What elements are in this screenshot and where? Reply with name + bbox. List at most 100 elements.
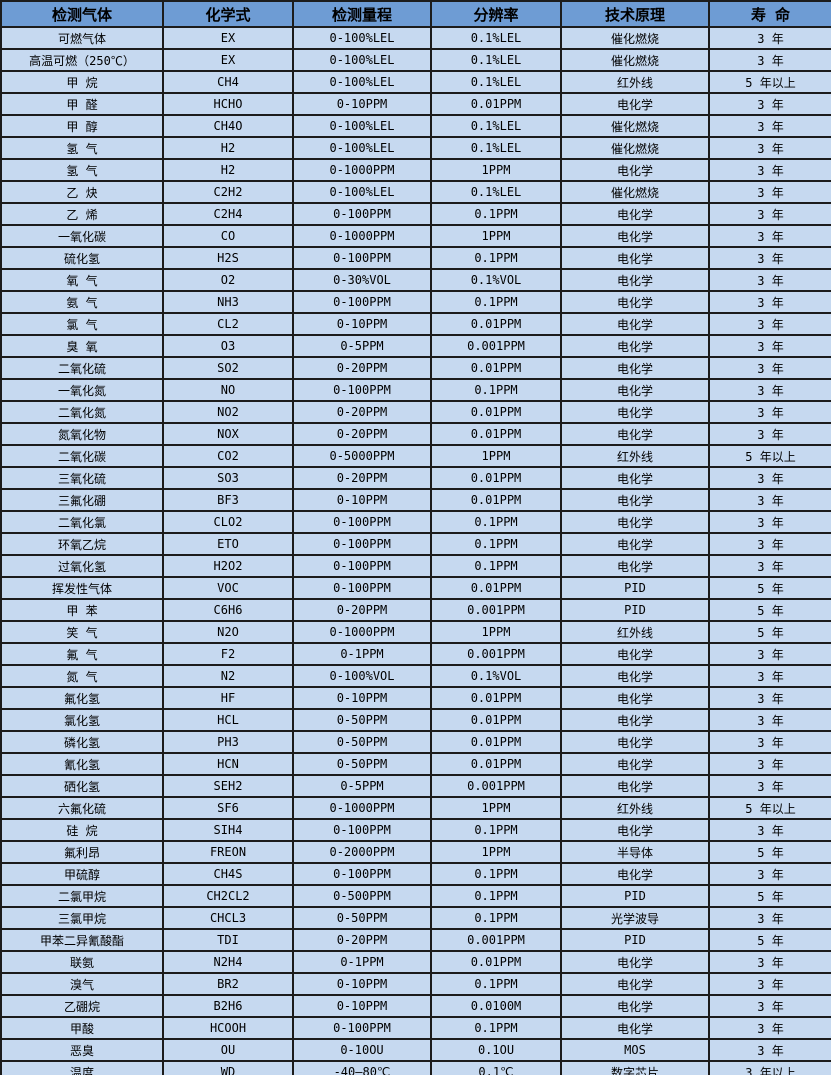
table-row: 三氯甲烷 CHCL3 0-50PPM 0.1PPM 光学波导 3 年: [0, 906, 831, 930]
cell-principle: 催化燃烧: [560, 180, 710, 204]
table-row: 乙硼烷 B2H6 0-10PPM 0.0100M 电化学 3 年: [0, 994, 831, 1018]
cell-principle: 电化学: [560, 774, 710, 798]
cell-principle: 数字芯片: [560, 1060, 710, 1075]
cell-gas: 氢 气: [0, 136, 164, 160]
cell-principle: 电化学: [560, 466, 710, 490]
cell-principle: 电化学: [560, 686, 710, 710]
cell-lifespan: 5 年: [708, 598, 831, 622]
cell-resolution: 1PPM: [430, 224, 562, 248]
cell-resolution: 0.1OU: [430, 1038, 562, 1062]
cell-formula: H2S: [162, 246, 294, 270]
cell-range: 0-50PPM: [292, 906, 432, 930]
cell-resolution: 0.1PPM: [430, 1016, 562, 1040]
cell-principle: 电化学: [560, 994, 710, 1018]
cell-formula: O2: [162, 268, 294, 292]
cell-lifespan: 3 年: [708, 686, 831, 710]
cell-range: 0-10PPM: [292, 994, 432, 1018]
cell-lifespan: 3 年: [708, 1038, 831, 1062]
cell-resolution: 0.01PPM: [430, 422, 562, 446]
table-row: 氰化氢 HCN 0-50PPM 0.01PPM 电化学 3 年: [0, 752, 831, 776]
cell-resolution: 0.1%LEL: [430, 114, 562, 138]
cell-resolution: 0.01PPM: [430, 466, 562, 490]
table-row: 甲硫醇 CH4S 0-100PPM 0.1PPM 电化学 3 年: [0, 862, 831, 886]
cell-resolution: 0.1%VOL: [430, 268, 562, 292]
cell-lifespan: 5 年以上: [708, 796, 831, 820]
cell-formula: NOX: [162, 422, 294, 446]
cell-lifespan: 3 年: [708, 224, 831, 248]
cell-resolution: 0.1PPM: [430, 972, 562, 996]
cell-gas: 三氟化硼: [0, 488, 164, 512]
cell-resolution: 0.1%LEL: [430, 136, 562, 160]
cell-gas: 氧 气: [0, 268, 164, 292]
table-row: 氧 气 O2 0-30%VOL 0.1%VOL 电化学 3 年: [0, 268, 831, 292]
cell-formula: PH3: [162, 730, 294, 754]
cell-range: 0-10PPM: [292, 312, 432, 336]
cell-principle: PID: [560, 928, 710, 952]
table-row: 氮氧化物 NOX 0-20PPM 0.01PPM 电化学 3 年: [0, 422, 831, 446]
cell-range: 0-100PPM: [292, 818, 432, 842]
cell-resolution: 1PPM: [430, 620, 562, 644]
cell-gas: 二氯甲烷: [0, 884, 164, 908]
cell-formula: BF3: [162, 488, 294, 512]
cell-principle: 催化燃烧: [560, 48, 710, 72]
cell-formula: SF6: [162, 796, 294, 820]
cell-resolution: 0.01PPM: [430, 950, 562, 974]
cell-lifespan: 3 年: [708, 334, 831, 358]
cell-lifespan: 5 年: [708, 620, 831, 644]
table-row: 氟化氢 HF 0-10PPM 0.01PPM 电化学 3 年: [0, 686, 831, 710]
cell-gas: 硅 烷: [0, 818, 164, 842]
table-row: 乙 炔 C2H2 0-100%LEL 0.1%LEL 催化燃烧 3 年: [0, 180, 831, 204]
table-row: 恶臭 OU 0-10OU 0.1OU MOS 3 年: [0, 1038, 831, 1062]
cell-formula: HF: [162, 686, 294, 710]
cell-range: 0-100PPM: [292, 1016, 432, 1040]
cell-range: 0-500PPM: [292, 884, 432, 908]
cell-lifespan: 3 年: [708, 862, 831, 886]
cell-range: 0-10PPM: [292, 972, 432, 996]
cell-formula: NO: [162, 378, 294, 402]
table-row: 二氧化氯 CLO2 0-100PPM 0.1PPM 电化学 3 年: [0, 510, 831, 534]
cell-range: 0-50PPM: [292, 730, 432, 754]
table-row: 硅 烷 SIH4 0-100PPM 0.1PPM 电化学 3 年: [0, 818, 831, 842]
cell-range: 0-100%LEL: [292, 180, 432, 204]
table-row: 二氧化氮 NO2 0-20PPM 0.01PPM 电化学 3 年: [0, 400, 831, 424]
cell-principle: 光学波导: [560, 906, 710, 930]
cell-gas: 甲 烷: [0, 70, 164, 94]
cell-resolution: 0.01PPM: [430, 400, 562, 424]
cell-range: 0-10OU: [292, 1038, 432, 1062]
cell-resolution: 0.001PPM: [430, 642, 562, 666]
cell-gas: 乙 烯: [0, 202, 164, 226]
cell-range: -40—80℃: [292, 1060, 432, 1075]
table-row: 一氧化氮 NO 0-100PPM 0.1PPM 电化学 3 年: [0, 378, 831, 402]
cell-range: 0-20PPM: [292, 598, 432, 622]
table-row: 三氟化硼 BF3 0-10PPM 0.01PPM 电化学 3 年: [0, 488, 831, 512]
table-row: 甲苯二异氰酸酯 TDI 0-20PPM 0.001PPM PID 5 年: [0, 928, 831, 952]
cell-lifespan: 3 年: [708, 290, 831, 314]
cell-range: 0-10PPM: [292, 92, 432, 116]
cell-resolution: 0.1%LEL: [430, 26, 562, 50]
cell-lifespan: 5 年: [708, 884, 831, 908]
cell-gas: 三氯甲烷: [0, 906, 164, 930]
table-row: 温度 WD -40—80℃ 0.1℃ 数字芯片 3 年以上: [0, 1060, 831, 1075]
cell-range: 0-5000PPM: [292, 444, 432, 468]
cell-formula: H2O2: [162, 554, 294, 578]
table-row: 臭 氧 O3 0-5PPM 0.001PPM 电化学 3 年: [0, 334, 831, 358]
cell-gas: 恶臭: [0, 1038, 164, 1062]
table-row: 氨 气 NH3 0-100PPM 0.1PPM 电化学 3 年: [0, 290, 831, 314]
cell-resolution: 1PPM: [430, 444, 562, 468]
cell-principle: 电化学: [560, 1016, 710, 1040]
cell-resolution: 0.1PPM: [430, 554, 562, 578]
cell-gas: 氢 气: [0, 158, 164, 182]
cell-lifespan: 3 年: [708, 180, 831, 204]
cell-formula: CO: [162, 224, 294, 248]
cell-gas: 六氟化硫: [0, 796, 164, 820]
cell-gas: 磷化氢: [0, 730, 164, 754]
cell-principle: 红外线: [560, 796, 710, 820]
cell-range: 0-20PPM: [292, 928, 432, 952]
cell-formula: CL2: [162, 312, 294, 336]
cell-resolution: 1PPM: [430, 796, 562, 820]
cell-principle: 电化学: [560, 400, 710, 424]
cell-lifespan: 3 年: [708, 400, 831, 424]
cell-range: 0-100PPM: [292, 378, 432, 402]
table-row: 硒化氢 SEH2 0-5PPM 0.001PPM 电化学 3 年: [0, 774, 831, 798]
cell-gas: 氮氧化物: [0, 422, 164, 446]
